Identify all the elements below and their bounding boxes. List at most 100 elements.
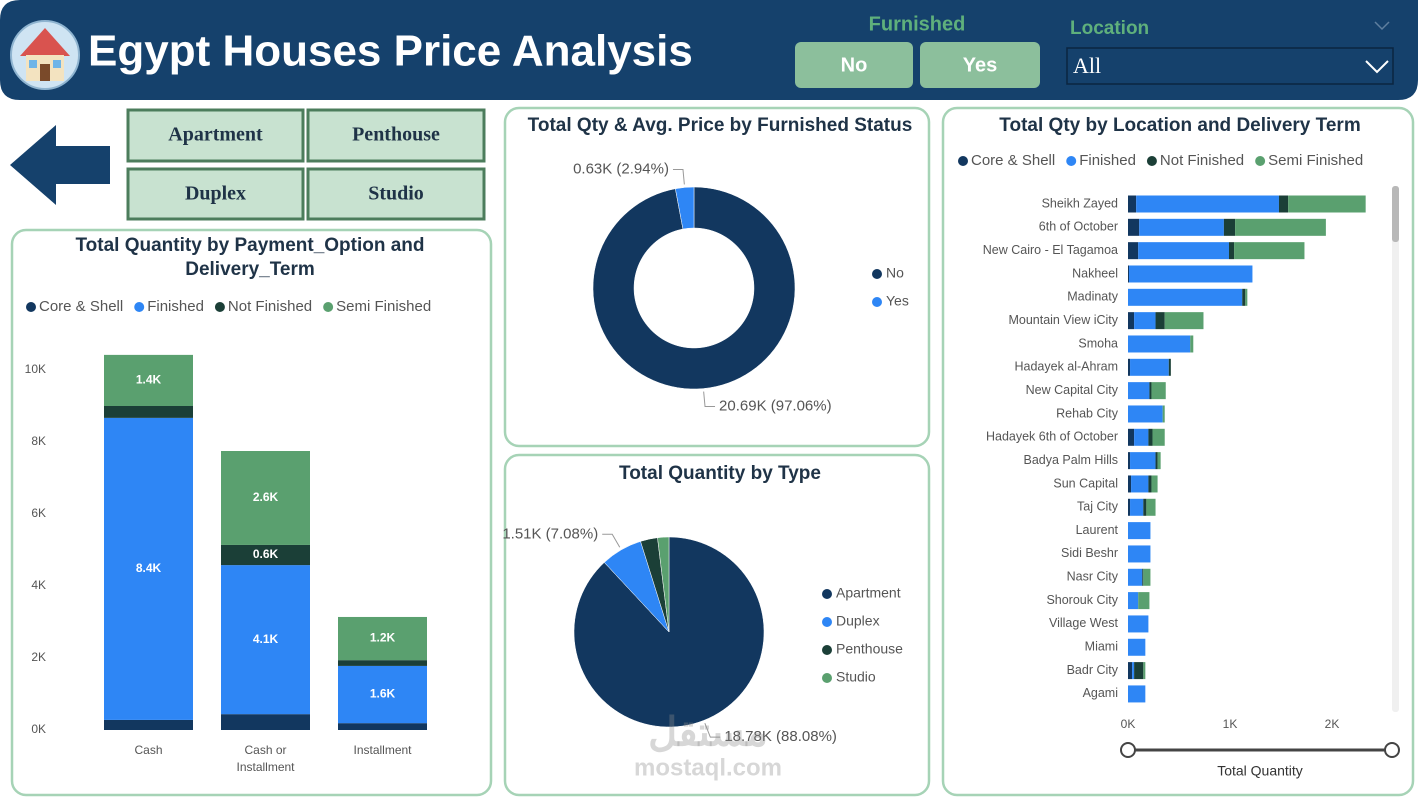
collapse-icon[interactable] <box>1374 21 1390 31</box>
bar-segment <box>1128 545 1151 563</box>
bar-segment <box>1128 475 1132 493</box>
bar-segment <box>1128 335 1191 353</box>
type-button[interactable] <box>306 167 486 221</box>
legend-label: Apartment <box>836 585 901 601</box>
y-tick-label: Nasr City <box>1067 570 1119 584</box>
data-label: 0.63K (2.94%) <box>573 160 669 177</box>
slicer-option[interactable]: No <box>841 54 868 76</box>
header-bar <box>0 0 1418 100</box>
leader-line <box>602 533 621 548</box>
y-tick-label: Sheikh Zayed <box>1042 196 1118 210</box>
bar-segment <box>1132 662 1135 680</box>
bar-segment <box>221 565 310 715</box>
bar-segment <box>1128 382 1150 400</box>
slicer-button[interactable] <box>920 42 1040 88</box>
bar-segment <box>1139 218 1224 236</box>
data-label: 2.6K <box>253 490 279 504</box>
bar-segment <box>1223 218 1236 236</box>
bar-segment <box>1157 452 1161 470</box>
y-tick-label: Sun Capital <box>1053 476 1118 490</box>
bar-segment <box>1128 452 1131 470</box>
type-button[interactable] <box>306 108 486 163</box>
bar-segment <box>221 544 310 566</box>
bar-segment <box>1130 452 1156 470</box>
y-tick-label: Mountain View iCity <box>1008 313 1118 327</box>
dropdown-value[interactable]: All <box>1073 53 1101 78</box>
y-tick-label: 4K <box>31 578 46 592</box>
bar-segment <box>1128 288 1243 306</box>
bar-segment <box>338 616 427 661</box>
slice <box>657 536 670 633</box>
data-label: 20.69K (97.06%) <box>719 397 832 414</box>
panel <box>941 106 1415 797</box>
bar-segment <box>1128 218 1140 236</box>
legend-marker <box>822 589 832 599</box>
bar-segment <box>104 354 193 406</box>
watermark: مستقل <box>648 711 768 755</box>
chart-title: Total Qty by Location and Delivery Term <box>999 115 1360 136</box>
bar-segment <box>1136 195 1279 213</box>
slider-handle[interactable] <box>1384 742 1400 758</box>
data-label: 4.1K <box>253 632 279 646</box>
legend-label: Core & Shell <box>971 152 1055 169</box>
bar-segment <box>338 660 427 666</box>
scrollbar-thumb[interactable] <box>1392 186 1399 242</box>
legend-marker <box>26 302 36 312</box>
data-label: 1.6K <box>370 687 396 701</box>
x-tick-label: 1K <box>1223 717 1238 731</box>
bar-segment <box>1128 615 1149 633</box>
data-label: 1.4K <box>136 373 162 387</box>
type-button[interactable] <box>126 167 305 221</box>
panel <box>503 106 931 448</box>
bar-segment <box>1134 428 1149 446</box>
type-button-label[interactable]: Penthouse <box>352 124 440 146</box>
slicer-title: Location <box>1070 18 1149 39</box>
dropdown-chevron[interactable] <box>1365 60 1389 74</box>
legend-marker <box>323 302 334 312</box>
type-button-label[interactable]: Studio <box>368 183 424 205</box>
data-label: 8.4K <box>136 561 162 575</box>
bar-segment <box>1278 195 1289 213</box>
bar-segment <box>1128 195 1137 213</box>
bar-segment <box>1128 428 1135 446</box>
legend-label: Not Finished <box>1160 152 1244 169</box>
y-tick-label: 2K <box>31 650 46 664</box>
y-tick-label: Badya Palm Hills <box>1024 453 1118 467</box>
y-tick-label: New Cairo - El Tagamoa <box>983 243 1118 257</box>
slicer-button[interactable] <box>795 42 913 88</box>
x-tick-label: Cash or Installment <box>236 743 295 774</box>
y-tick-label: Village West <box>1049 616 1119 630</box>
legend-marker <box>822 617 832 627</box>
type-button-label[interactable]: Apartment <box>168 124 263 146</box>
bar-segment <box>1190 335 1194 353</box>
bar-segment <box>1155 312 1165 330</box>
bar-segment <box>104 417 193 720</box>
bar-segment <box>1242 288 1246 306</box>
type-button[interactable] <box>126 108 305 163</box>
x-tick-label: 2K <box>1325 717 1340 731</box>
slider-handle[interactable] <box>1120 742 1136 758</box>
scrollbar-track[interactable] <box>1392 186 1399 712</box>
slicer-option[interactable]: Yes <box>963 54 997 76</box>
legend-marker <box>872 297 882 307</box>
bar-segment <box>1128 638 1146 656</box>
bar-segment <box>1128 358 1131 376</box>
leader-line <box>704 723 721 738</box>
bar-segment <box>1128 568 1143 586</box>
bar-segment <box>1151 475 1158 493</box>
bar-segment <box>338 723 427 730</box>
house-icon <box>10 20 80 90</box>
legend-label: Penthouse <box>836 641 903 657</box>
bar-segment <box>1164 312 1204 330</box>
bar-segment <box>1245 288 1248 306</box>
type-button-label[interactable]: Duplex <box>185 183 246 205</box>
chart-title: Total Quantity by Payment_Option and Del… <box>75 235 425 280</box>
dropdown[interactable] <box>1066 47 1394 85</box>
y-tick-label: Madinaty <box>1067 290 1118 304</box>
legend-label: Duplex <box>836 613 880 629</box>
chart-title: Total Quantity by Type <box>619 463 821 484</box>
bar-segment <box>104 406 193 418</box>
back-arrow[interactable] <box>10 125 110 205</box>
chart-title-box: Total Quantity by Payment_Option and Del… <box>75 235 425 280</box>
